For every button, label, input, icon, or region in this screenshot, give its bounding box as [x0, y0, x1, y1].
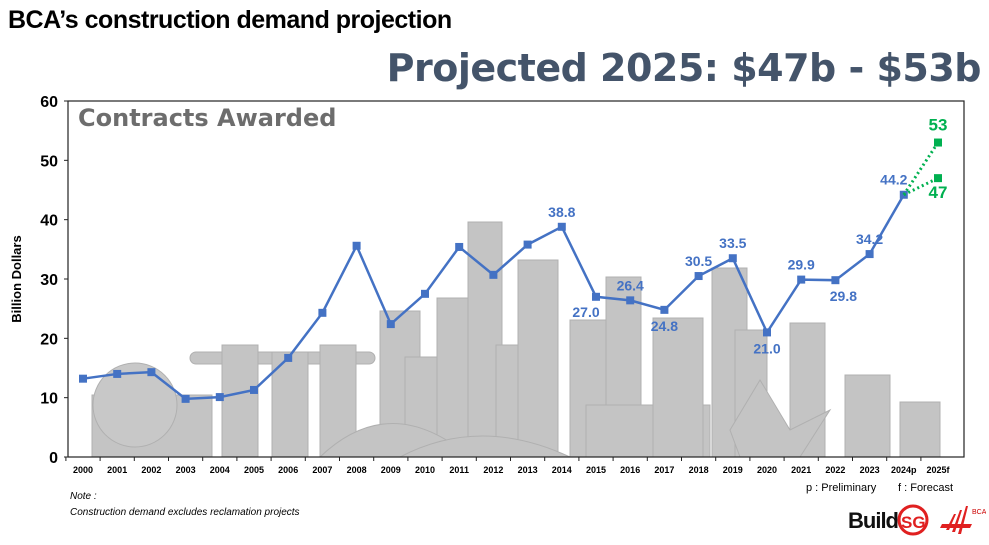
buildsg-logo: Build SG: [848, 504, 929, 536]
x-tick-label: 2016: [620, 465, 640, 475]
data-label: 29.8: [830, 288, 857, 304]
x-tick-label: 2015: [586, 465, 606, 475]
skyline-illustration: [91, 221, 941, 458]
data-label: 30.5: [685, 253, 712, 269]
data-label: 33.5: [719, 235, 746, 251]
skyline-building: [517, 259, 559, 458]
page-title: BCA’s construction demand projection: [8, 6, 452, 34]
data-point: [79, 374, 87, 383]
y-tick-label: 0: [49, 450, 58, 467]
y-tick-label: 40: [40, 213, 58, 230]
data-point: [318, 308, 327, 317]
x-tick-label: 2019: [723, 465, 743, 475]
y-tick-label: 50: [40, 153, 58, 170]
data-point: [557, 222, 566, 231]
y-tick-label: 10: [40, 391, 58, 408]
data-label: 24.8: [651, 318, 678, 334]
legend-preliminary: p : Preliminary: [806, 482, 877, 494]
note-text: Construction demand excludes reclamation…: [70, 507, 300, 518]
x-tick-label: 2002: [141, 465, 161, 475]
data-point: [284, 353, 293, 362]
data-label: 26.4: [617, 277, 644, 293]
x-tick-label: 2018: [689, 465, 709, 475]
bca-logo: BCA: [940, 506, 987, 534]
skyline-building: [221, 344, 259, 458]
data-point: [250, 385, 258, 394]
data-point: [113, 369, 122, 378]
x-tick-label: 2022: [825, 465, 845, 475]
x-tick-label: 2017: [654, 465, 674, 475]
data-label: 29.9: [788, 257, 815, 273]
data-label: 21.0: [753, 340, 780, 356]
note-heading: Note :: [70, 491, 97, 502]
svg-text:Build: Build: [848, 508, 898, 533]
data-point: [592, 292, 600, 301]
forecast-high-line: [902, 141, 940, 196]
data-point: [489, 270, 498, 279]
data-point: [147, 368, 156, 377]
data-point: [797, 275, 806, 284]
forecast-low-point: [934, 174, 942, 183]
x-tick-label: 2001: [107, 465, 127, 475]
logos: Build SG BCA: [846, 500, 987, 545]
y-axis-label: Billion Dollars: [9, 235, 24, 322]
data-label: 27.0: [572, 304, 599, 320]
y-tick-label: 20: [40, 331, 58, 348]
data-point: [352, 241, 361, 250]
skyline-building: [899, 401, 941, 458]
data-point: [626, 296, 635, 305]
data-point: [660, 305, 669, 314]
forecast-low-label: 47: [929, 183, 948, 202]
x-tick-label: 2014: [552, 465, 572, 475]
skyline-building: [652, 317, 704, 458]
y-tick-label: 60: [40, 94, 58, 111]
x-tick-label: 2004: [210, 465, 230, 475]
x-tick-label: 2006: [278, 465, 298, 475]
x-tick-label: 2012: [483, 465, 503, 475]
legend-forecast: f : Forecast: [898, 482, 954, 494]
footnote: Note : Construction demand excludes recl…: [70, 489, 300, 521]
y-tick-label: 30: [40, 272, 58, 289]
skyline-building: [844, 374, 891, 458]
x-tick-label: 2003: [176, 465, 196, 475]
x-tick-label: 2008: [347, 465, 367, 475]
x-tick-label: 2007: [312, 465, 332, 475]
ferris-wheel: [92, 362, 178, 448]
data-point: [728, 254, 737, 263]
dome-building: [399, 435, 571, 458]
x-tick-label: 2021: [791, 465, 811, 475]
x-tick-label: 2023: [860, 465, 880, 475]
data-point: [181, 394, 190, 403]
data-label: 38.8: [548, 204, 575, 220]
forecast-high-point: [934, 138, 942, 147]
x-tick-label: 2000: [73, 465, 93, 475]
data-label: 44.2: [880, 172, 907, 188]
svg-text:BCA: BCA: [972, 509, 986, 516]
data-point: [694, 272, 703, 281]
data-point: [386, 320, 395, 329]
x-tick-label: 2013: [518, 465, 538, 475]
data-label: 34.2: [856, 231, 883, 247]
x-tick-label: 2020: [757, 465, 777, 475]
data-point: [215, 393, 224, 402]
data-point: [455, 242, 464, 251]
chart-title: Contracts Awarded: [78, 104, 336, 132]
x-tick-label: 2009: [381, 465, 401, 475]
data-point: [523, 240, 532, 249]
x-tick-label: 2024p: [891, 465, 917, 475]
x-tick-label: 2025f: [926, 465, 950, 475]
data-point: [763, 328, 771, 337]
data-point: [831, 276, 840, 285]
x-tick-label: 2011: [449, 465, 469, 475]
forecast-low-line: [903, 176, 939, 197]
svg-text:SG: SG: [901, 513, 926, 532]
forecast-high-label: 53: [929, 116, 948, 135]
data-point: [865, 250, 874, 259]
data-point: [421, 289, 429, 298]
projection-headline: Projected 2025: $47b - $53b: [386, 46, 982, 90]
x-tick-label: 2005: [244, 465, 264, 475]
x-tick-label: 2010: [415, 465, 435, 475]
